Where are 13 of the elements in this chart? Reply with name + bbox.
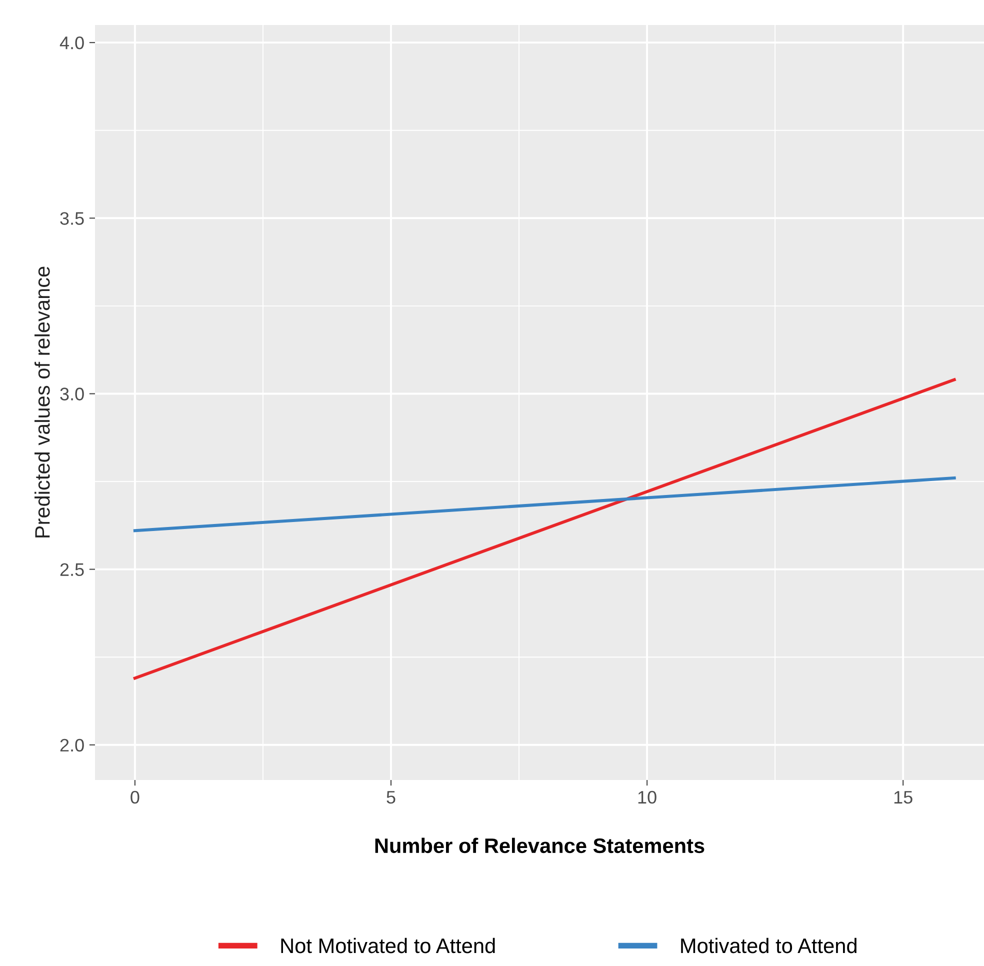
legend-label: Motivated to Attend [681,938,856,954]
legend-label: Not Motivated to Attend [281,938,495,954]
x-tick-label: 15 [894,791,912,804]
y-axis-title: Predicted values of relevance [34,266,50,538]
x-tick-label: 5 [386,791,396,804]
x-tick-label: 0 [130,790,140,804]
x-tick-label: 10 [638,790,656,804]
y-tick-label: 2.0 [60,738,84,752]
y-tick-label: 4.0 [60,36,84,50]
y-tick-label: 3.0 [60,388,84,400]
y-tick-label: 2.5 [60,563,84,576]
y-tick-label: 3.5 [60,212,84,225]
x-axis-title: Number of Relevance Statements [375,838,704,854]
